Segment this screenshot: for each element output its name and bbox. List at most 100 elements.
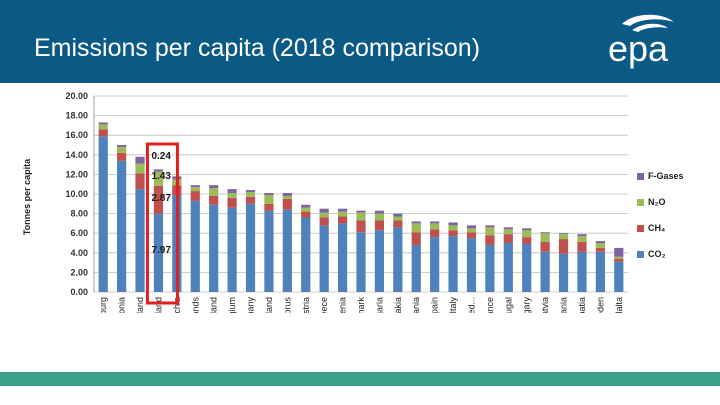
bar-segment-ch4 xyxy=(153,185,164,214)
bar-segment-fgases xyxy=(301,204,311,208)
bar-segment-fgases xyxy=(374,210,385,214)
bar-segment-ch4 xyxy=(522,237,532,244)
bar-segment-fgases xyxy=(448,222,458,226)
bar-segment-co2 xyxy=(503,243,513,292)
bar-segment-ch4 xyxy=(595,247,605,252)
x-category-label: Malta xyxy=(614,297,624,313)
bar-segment-fgases xyxy=(153,169,164,172)
bar-segment-co2 xyxy=(485,244,495,292)
bar-segment-co2 xyxy=(282,209,292,292)
bar-segment-ch4 xyxy=(411,232,421,245)
bar-segment-n2o xyxy=(98,124,108,130)
bar-segment-co2 xyxy=(393,227,403,292)
x-category-label: Netherlands xyxy=(190,297,200,313)
legend-label: CO₂ xyxy=(648,249,666,259)
bar-segment-ch4 xyxy=(356,220,366,233)
x-category-label: Slovenia xyxy=(338,297,348,313)
y-tick-label: 4.00 xyxy=(70,248,88,258)
x-category-label: Latvia xyxy=(540,297,550,313)
bar-segment-fgases xyxy=(282,193,292,196)
x-category-label: Estonia xyxy=(117,297,127,313)
legend-swatch xyxy=(637,173,644,180)
x-category-label: Romania xyxy=(559,297,569,313)
bar-segment-co2 xyxy=(595,251,605,292)
emissions-bar-chart: 0.00 2.00 4.00 6.00 8.00 10.00 12.00 14.00 16.00… xyxy=(22,91,684,313)
bar-segment-fgases xyxy=(117,145,127,147)
bar-segment-fgases xyxy=(209,185,219,189)
bar-segment-n2o xyxy=(448,225,458,231)
bar-segment-fgases xyxy=(430,221,440,224)
bar-segment-ch4 xyxy=(448,230,458,237)
bar-segment-ch4 xyxy=(209,195,219,205)
y-tick-label: 18.00 xyxy=(65,111,88,121)
bar-segment-co2 xyxy=(356,232,366,292)
x-category-label: Poland xyxy=(209,297,219,313)
bar-segment-ch4 xyxy=(190,191,200,201)
bar-segment-n2o xyxy=(282,195,292,199)
bar-segment-co2 xyxy=(540,251,550,292)
ireland-annotations: 0.24 1.43 2.87 7.97 xyxy=(151,151,171,256)
bar-segment-fgases xyxy=(466,225,477,229)
bar-segment-fgases xyxy=(614,247,624,257)
x-category-label: Austria xyxy=(301,297,311,313)
bar-segment-n2o xyxy=(485,227,495,236)
bar-segment-fgases xyxy=(356,210,366,213)
y-tick-label: 2.00 xyxy=(70,267,88,277)
x-category-label: Croatia xyxy=(577,297,587,313)
x-category-label: Czechia xyxy=(172,297,182,313)
ireland-value-label: 7.97 xyxy=(151,245,171,256)
bar-segment-co2 xyxy=(245,203,256,292)
bar-segment-co2 xyxy=(117,160,127,292)
logo-text: epa xyxy=(608,28,669,69)
bar-segment-co2 xyxy=(577,251,587,292)
x-category-label: Italy xyxy=(448,297,458,313)
bar-segment-n2o xyxy=(301,207,311,212)
bar-segment-co2 xyxy=(448,236,458,292)
bar-segment-ch4 xyxy=(614,258,624,262)
bar-segment-n2o xyxy=(227,193,237,198)
y-tick-label: 10.00 xyxy=(65,189,88,199)
bar-segment-ch4 xyxy=(503,234,513,243)
bar-segment-n2o xyxy=(190,187,200,192)
bar-segment-co2 xyxy=(411,244,421,292)
bar-segment-fgases xyxy=(411,221,421,224)
bar-segment-ch4 xyxy=(337,216,348,224)
epa-logo-swirl-icon xyxy=(622,14,674,32)
bar-segment-co2 xyxy=(558,253,569,292)
bar-segment-fgases xyxy=(98,122,108,125)
y-axis-label: Tonnes per capita xyxy=(22,158,32,235)
bar-segment-n2o xyxy=(411,223,421,233)
bar-segment-fgases xyxy=(558,233,569,235)
bar-segment-n2o xyxy=(558,234,569,240)
bar-segment-co2 xyxy=(264,210,274,292)
footer-bar xyxy=(0,372,720,386)
bar-segment-ch4 xyxy=(98,129,108,137)
bar-segment-co2 xyxy=(209,204,219,292)
y-tick-label: 8.00 xyxy=(70,209,88,219)
bar-segment-fgases xyxy=(522,228,532,231)
bar-segment-fgases xyxy=(245,190,256,193)
x-category-label: Greece xyxy=(319,297,329,313)
bar-segment-co2 xyxy=(301,217,311,292)
x-category-label: Bulgaria xyxy=(374,297,384,313)
bar-segment-co2 xyxy=(466,238,477,292)
y-tick-label: 6.00 xyxy=(70,228,88,238)
x-category-label: Hungary xyxy=(522,297,532,313)
y-tick-label: 0.00 xyxy=(70,287,88,297)
bar-segment-co2 xyxy=(98,136,108,292)
header-bar xyxy=(0,0,720,83)
bar-segment-n2o xyxy=(393,216,403,221)
bar-segment-co2 xyxy=(430,237,440,292)
y-tick-label: 20.00 xyxy=(65,91,88,101)
legend-swatch xyxy=(637,225,644,232)
bar-segment-ch4 xyxy=(393,220,403,228)
bar-segment-n2o xyxy=(577,236,587,243)
bar-segment-fgases xyxy=(337,208,348,212)
ireland-value-label: 1.43 xyxy=(151,171,171,182)
bar-segment-fgases xyxy=(135,156,145,164)
x-category-label: France xyxy=(485,297,495,313)
bar-segment-ch4 xyxy=(264,203,274,211)
bar-segment-fgases xyxy=(190,185,200,188)
x-axis-labels: Luxembourg Estonia Iceland Ireland Czechia Ne… xyxy=(98,297,624,313)
bar-segment-n2o xyxy=(466,228,477,233)
